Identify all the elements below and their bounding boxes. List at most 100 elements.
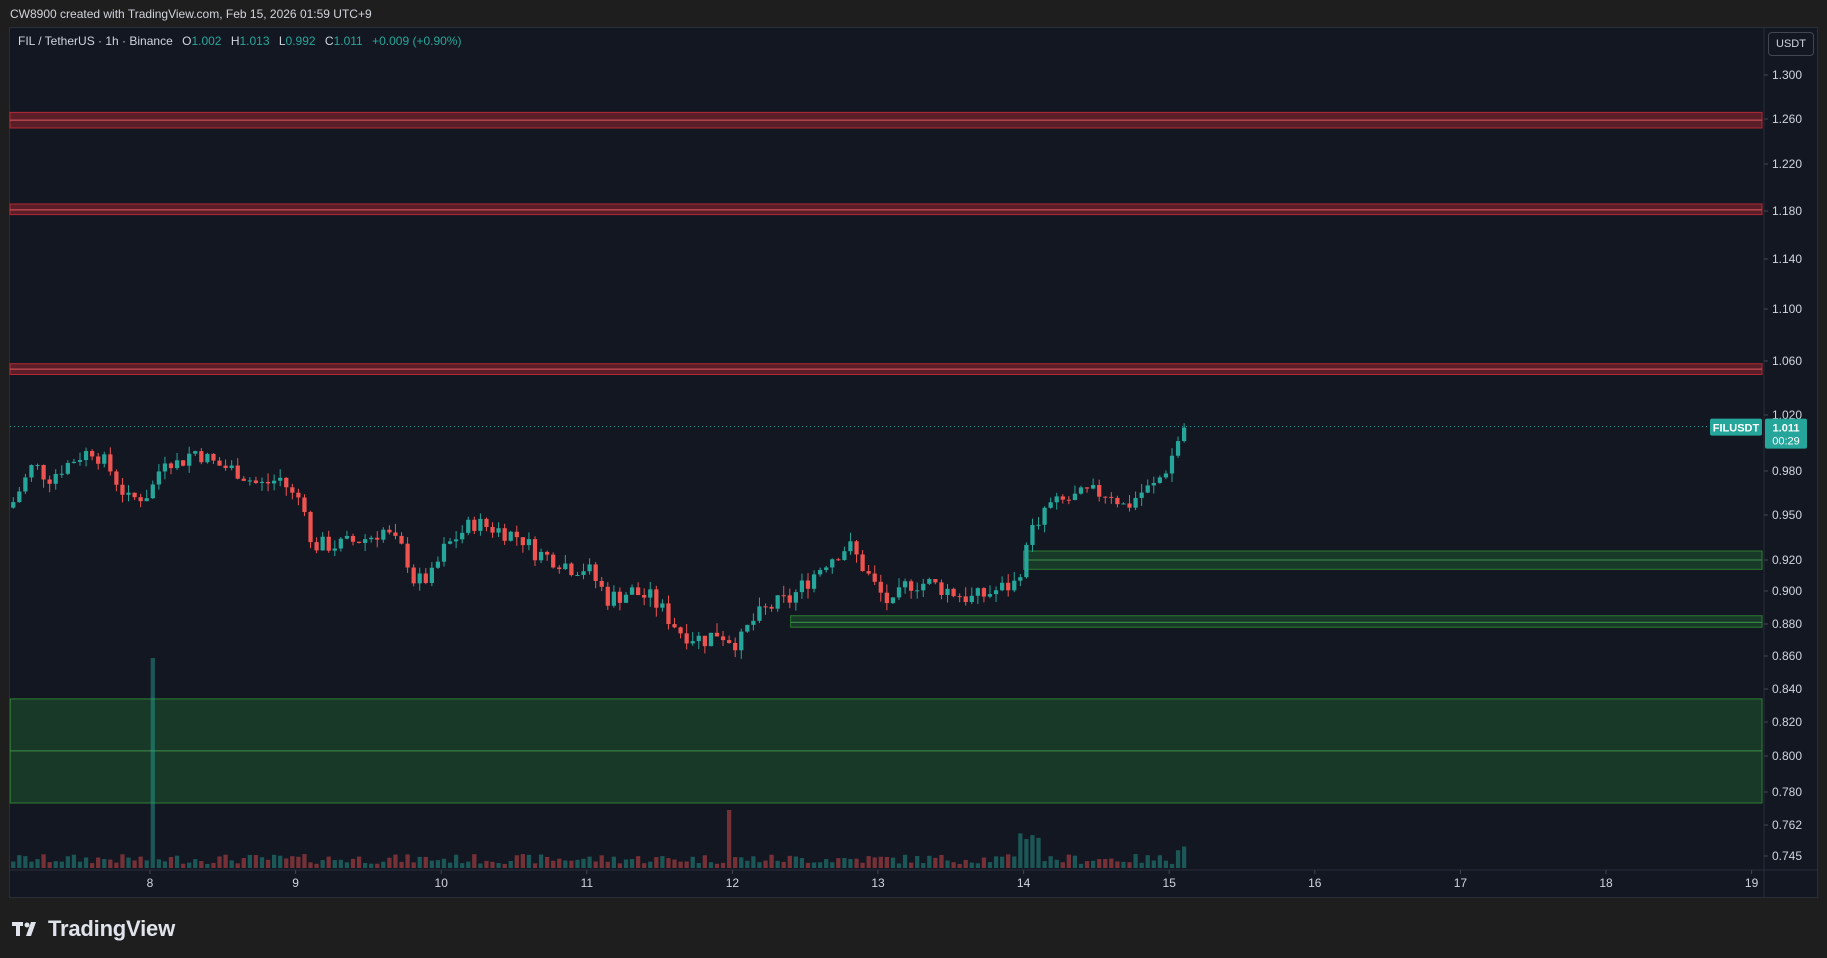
tradingview-brand[interactable]: TradingView [12, 914, 175, 944]
volume-bar-167 [1024, 839, 1029, 868]
volume-bar-189 [1157, 855, 1162, 868]
candle-body-51 [320, 536, 325, 551]
volume-bar-150 [921, 863, 926, 868]
volume-bar-131 [805, 862, 811, 868]
volume-bar-41 [259, 857, 265, 868]
volume-bar-130 [799, 858, 805, 868]
volume-bar-191 [1169, 863, 1175, 868]
candle-body-134 [824, 567, 829, 570]
candle-body-141 [866, 571, 871, 574]
currency-unit-button[interactable]: USDT [1768, 32, 1814, 56]
low-value: 0.992 [285, 34, 316, 48]
candle-body-85 [526, 539, 532, 546]
volume-bar-135 [830, 862, 835, 868]
candle-body-135 [830, 559, 835, 568]
volume-bar-177 [1084, 861, 1090, 868]
time-tick-label-0: 8 [147, 876, 154, 890]
time-tick-label-2: 10 [435, 876, 449, 890]
candle-body-1 [17, 491, 22, 503]
candle-body-47 [296, 492, 301, 498]
volume-bar-94 [581, 858, 586, 868]
volume-bar-100 [617, 863, 623, 868]
price-tick-label-12: 0.880 [1772, 617, 1802, 631]
volume-bar-1 [17, 855, 22, 868]
candle-body-52 [326, 536, 331, 551]
price-tick-label-1: 1.260 [1772, 112, 1802, 126]
candle-body-84 [520, 537, 525, 546]
time-tick-label-1: 9 [292, 876, 299, 890]
volume-bar-156 [957, 863, 962, 868]
candle-body-13 [90, 451, 95, 457]
price-zones [9, 111, 1763, 804]
candle-body-160 [981, 588, 987, 597]
candle-body-178 [1091, 485, 1096, 489]
volume-bar-188 [1151, 860, 1156, 868]
candle-body-48 [302, 497, 307, 513]
volume-bar-160 [981, 857, 987, 868]
volume-bar-184 [1127, 862, 1132, 868]
candle-body-179 [1097, 485, 1102, 497]
volume-bar-192 [1175, 850, 1181, 868]
volume-bar-6 [47, 862, 52, 868]
candle-body-93 [575, 574, 580, 576]
volume-bar-65 [405, 854, 410, 868]
volume-bar-62 [387, 857, 392, 868]
price-tick-label-7: 1.020 [1772, 408, 1802, 422]
time-tick-label-7: 15 [1163, 876, 1177, 890]
candle-body-36 [229, 465, 234, 469]
candle-body-21 [138, 497, 143, 502]
volume-bar-164 [1006, 854, 1011, 868]
candle-body-111 [684, 633, 689, 644]
volume-bar-105 [648, 861, 653, 868]
candle-body-2 [23, 477, 28, 492]
candle-body-95 [587, 564, 592, 572]
volume-bar-107 [660, 856, 665, 868]
volume-bar-115 [708, 862, 714, 868]
candle-body-122 [751, 620, 756, 625]
price-tick-label-4: 1.140 [1772, 252, 1802, 266]
candle-body-24 [156, 471, 161, 485]
volume-bar-186 [1139, 862, 1144, 868]
candle-body-49 [308, 512, 313, 543]
candle-body-55 [344, 535, 350, 539]
time-tick-label-5: 13 [871, 876, 885, 890]
volume-bar-161 [987, 862, 993, 868]
time-tick-label-8: 16 [1308, 876, 1322, 890]
price-tag-countdown: 00:29 [1772, 436, 1800, 448]
candle-body-28 [181, 460, 186, 466]
volume-bar-39 [247, 854, 252, 868]
high-value: 1.013 [239, 34, 270, 48]
candle-body-76 [472, 519, 477, 531]
volume-bar-179 [1097, 859, 1102, 868]
candle-body-125 [769, 606, 774, 609]
chart-frame[interactable] [9, 27, 1818, 898]
candle-body-15 [102, 454, 107, 464]
candle-body-60 [375, 537, 380, 540]
candle-body-22 [144, 498, 149, 502]
candle-body-128 [787, 595, 792, 603]
volume-bar-66 [411, 862, 416, 868]
candle-body-59 [369, 537, 374, 540]
volume-bar-8 [59, 861, 64, 868]
candle-body-100 [617, 591, 623, 603]
candle-body-35 [223, 465, 228, 469]
candle-body-101 [623, 594, 629, 603]
volume-bar-155 [951, 862, 956, 868]
volume-bar-187 [1145, 855, 1150, 868]
volume-bar-116 [714, 863, 720, 868]
candle-body-14 [96, 456, 101, 464]
candle-body-23 [150, 484, 155, 499]
volume-bar-12 [83, 857, 89, 868]
volume-bar-82 [508, 860, 513, 868]
volume-bar-159 [975, 863, 980, 868]
support-zone-2 [790, 615, 1763, 628]
candle-body-43 [272, 480, 277, 484]
price-tick-label-11: 0.900 [1772, 584, 1802, 598]
candle-body-142 [872, 573, 877, 582]
price-tick-label-9: 0.950 [1772, 508, 1802, 522]
symbol-title[interactable]: FIL / TetherUS · 1h · Binance [18, 34, 173, 48]
candle-body-117 [720, 636, 726, 641]
volume-bar-140 [860, 862, 865, 868]
